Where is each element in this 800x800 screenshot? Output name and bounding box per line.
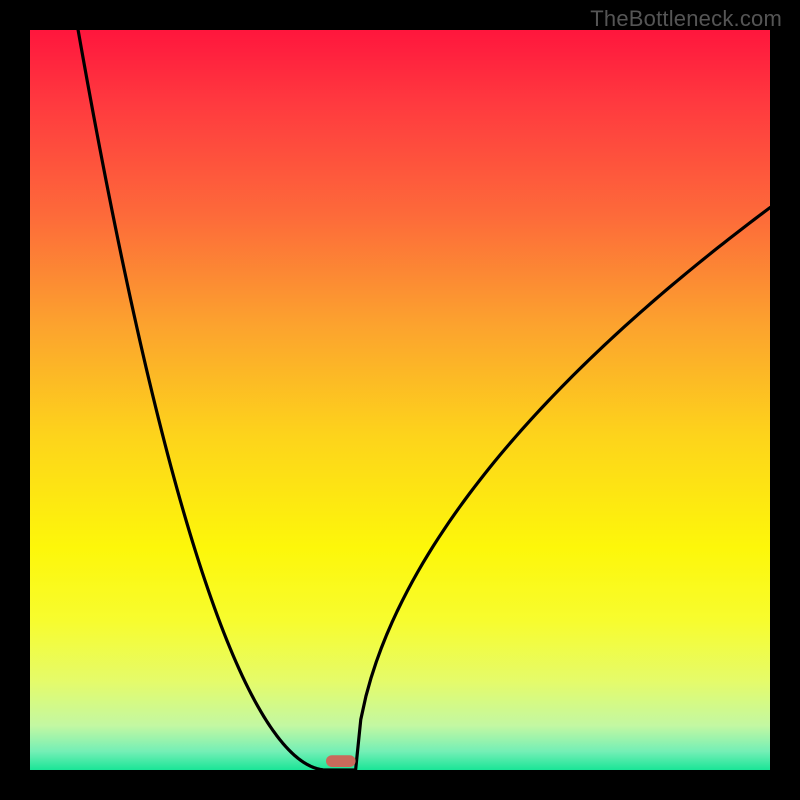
- plot-gradient-background: [30, 30, 770, 770]
- watermark-text: TheBottleneck.com: [590, 6, 782, 32]
- chart-svg: [0, 0, 800, 800]
- bottleneck-marker: [326, 755, 356, 767]
- chart-container: [0, 0, 800, 800]
